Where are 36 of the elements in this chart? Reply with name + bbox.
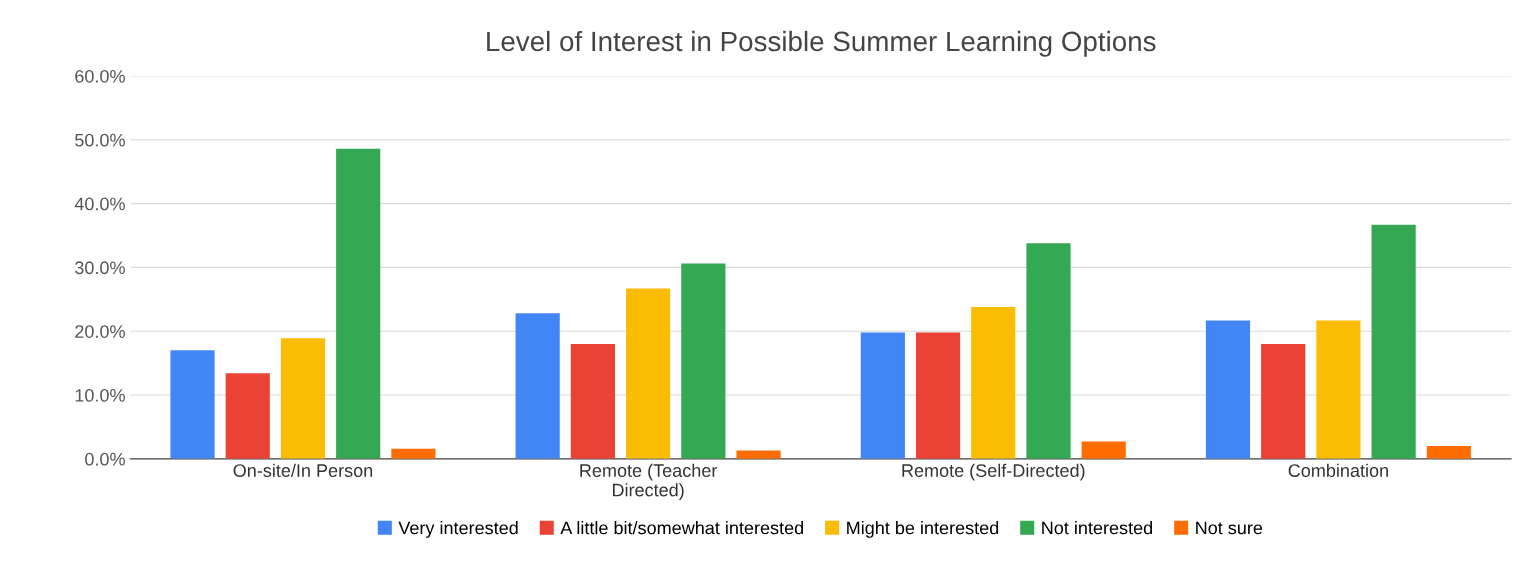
y-tick-label: 60.0% — [75, 69, 125, 83]
bar — [336, 148, 381, 459]
legend-label: Not sure — [1196, 521, 1263, 535]
bar — [860, 332, 905, 459]
y-tick-label: 20.0% — [75, 325, 125, 338]
bar — [1426, 446, 1471, 459]
y-tick-label: 10.0% — [75, 388, 125, 402]
x-tick-label: Remote (Teacher Directed) — [580, 463, 718, 500]
x-tick-label: Remote (Self-Directed) — [902, 463, 1085, 481]
y-tick-label: 30.0% — [75, 261, 125, 275]
bar — [280, 338, 326, 459]
y-tick-label: 0.0% — [85, 452, 125, 466]
bar — [515, 313, 560, 459]
bar — [1205, 320, 1251, 459]
bar — [1316, 320, 1361, 459]
y-tick-label: 50.0% — [75, 133, 125, 147]
bar — [971, 306, 1016, 459]
bar — [1026, 243, 1071, 459]
legend-label: Very interested — [398, 521, 518, 538]
legend-label: Might be interested — [847, 521, 999, 538]
bar — [391, 448, 436, 459]
bar — [1081, 441, 1126, 459]
bar — [1371, 224, 1416, 459]
x-tick-label: Combination — [1288, 463, 1388, 477]
bar — [626, 288, 671, 459]
bar — [915, 332, 961, 459]
legend-label: A little bit/somewhat interested — [560, 521, 803, 535]
x-tick-label: On-site/In Person — [233, 463, 373, 477]
chart-title: Level of Interest in Possible Summer Learning Options — [487, 30, 1156, 57]
bar — [681, 263, 726, 459]
y-tick-label: 40.0% — [74, 197, 125, 211]
bar — [1261, 343, 1306, 459]
bar — [170, 350, 215, 459]
legend-label: Not interested — [1042, 521, 1152, 535]
bar — [225, 373, 270, 459]
bar — [570, 343, 615, 459]
